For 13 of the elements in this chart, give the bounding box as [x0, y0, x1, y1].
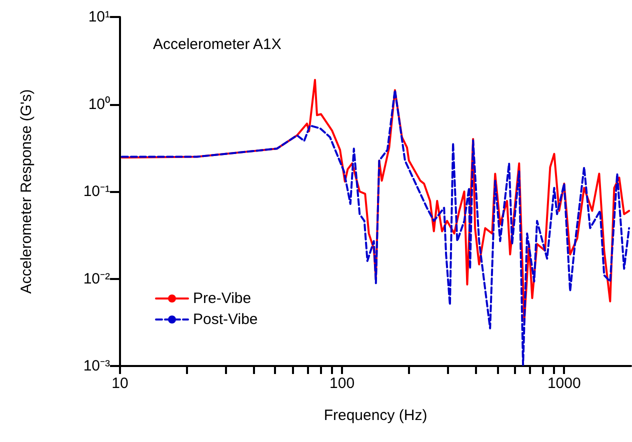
- y-tick-label: 10⁻³: [83, 358, 110, 374]
- y-tick-label: 10⁻²: [83, 270, 110, 288]
- x-tick-label: 100: [330, 375, 355, 392]
- legend-label: Post-Vibe: [193, 311, 258, 328]
- y-tick-label: 10⁻¹: [83, 183, 110, 200]
- y-tick-label: 10⁰: [88, 96, 110, 113]
- y-tick-label: 10¹: [88, 8, 110, 26]
- text: Accelerometer A1X: [153, 36, 282, 53]
- x-axis-title: Frequency (Hz): [324, 407, 428, 424]
- y-axis-title: Accelerometer Response (G's): [18, 89, 35, 294]
- x-tick-label: 1000: [547, 375, 581, 392]
- legend-label: Pre-Vibe: [193, 290, 252, 307]
- x-tick-label: 10: [112, 375, 128, 392]
